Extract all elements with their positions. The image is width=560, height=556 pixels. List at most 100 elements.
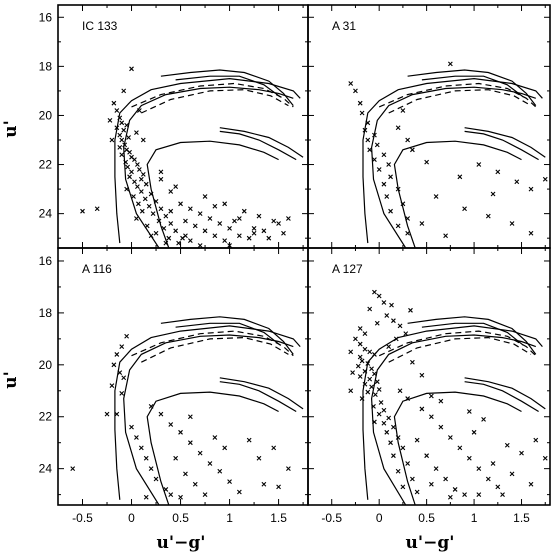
data-point-stroke: [447, 494, 453, 500]
data-point-stroke: [405, 461, 411, 466]
data-point: [509, 471, 515, 477]
data-point-stroke: [261, 481, 267, 487]
data-point-stroke: [542, 176, 548, 182]
data-point: [168, 422, 174, 427]
data-point: [119, 137, 125, 143]
data-point-stroke: [129, 424, 134, 430]
data-point: [419, 406, 425, 412]
data-point-stroke: [124, 122, 130, 128]
data-point: [395, 468, 401, 474]
data-point-stroke: [146, 203, 152, 209]
data-point-stroke: [408, 307, 413, 313]
track-solid-main: [114, 77, 301, 244]
data-point-stroke: [400, 108, 406, 113]
data-point: [192, 481, 198, 487]
panel-plot-area: [348, 289, 548, 505]
data-point: [187, 238, 193, 244]
panel-plot-area: [80, 66, 304, 248]
data-point: [362, 127, 368, 133]
data-point: [362, 331, 368, 337]
data-point-stroke: [111, 100, 117, 106]
data-point-stroke: [405, 216, 411, 221]
track-solid-upper-2: [175, 322, 281, 346]
data-point: [197, 243, 203, 248]
data-point: [414, 489, 420, 495]
data-point-stroke: [481, 416, 486, 422]
data-point: [376, 411, 382, 417]
track-solid-upper-2: [175, 75, 281, 98]
data-point-stroke: [410, 147, 415, 153]
track-dashed-2: [388, 336, 532, 363]
data-point: [381, 407, 387, 413]
data-point-stroke: [121, 88, 127, 94]
data-point: [395, 435, 401, 440]
data-point: [457, 445, 463, 451]
data-point-stroke: [140, 137, 146, 143]
data-point: [384, 313, 390, 318]
data-point: [542, 455, 548, 461]
data-point-stroke: [490, 461, 496, 466]
data-point-stroke: [365, 137, 371, 143]
data-point-stroke: [388, 174, 393, 180]
x-tick-label: 0: [376, 511, 383, 525]
data-point-stroke: [381, 420, 387, 426]
data-point-stroke: [192, 223, 198, 229]
track-dashed-2: [388, 89, 532, 114]
data-point-stroke: [166, 235, 172, 241]
data-point: [391, 453, 396, 459]
data-point: [168, 492, 174, 498]
data-point: [178, 429, 183, 435]
data-point: [365, 389, 371, 395]
track-solid-inner: [123, 86, 294, 248]
data-point-stroke: [217, 468, 223, 474]
data-point: [372, 371, 377, 377]
track-solid-branch-2: [464, 381, 539, 413]
data-point: [509, 221, 515, 226]
data-point: [405, 137, 411, 143]
data-point-stroke: [391, 453, 396, 459]
data-point-stroke: [509, 221, 515, 226]
track-solid-upper-2: [421, 75, 524, 98]
data-point-stroke: [127, 149, 132, 155]
data-point-stroke: [121, 375, 127, 381]
data-point-stroke: [504, 442, 510, 448]
data-point-stroke: [212, 203, 218, 209]
data-point-stroke: [367, 306, 373, 312]
data-point-stroke: [372, 371, 377, 377]
data-point-stroke: [485, 213, 491, 219]
data-point-stroke: [495, 484, 501, 490]
y-tick-label: 24: [39, 462, 53, 476]
data-point-stroke: [395, 125, 401, 131]
data-point: [400, 484, 406, 490]
data-point-stroke: [119, 152, 125, 158]
data-point-stroke: [374, 142, 380, 148]
data-point: [107, 117, 113, 123]
data-point-stroke: [232, 218, 237, 224]
data-point: [348, 388, 354, 394]
data-point: [123, 159, 129, 165]
data-point: [428, 393, 434, 399]
data-point: [381, 181, 387, 187]
data-point-stroke: [367, 349, 373, 355]
data-point: [355, 363, 361, 369]
data-point: [158, 206, 164, 212]
data-point: [80, 208, 85, 214]
data-point: [408, 307, 413, 313]
data-point: [176, 240, 181, 246]
data-point-stroke: [117, 144, 123, 150]
data-point: [197, 211, 203, 217]
data-point: [395, 223, 401, 229]
data-point: [131, 194, 136, 199]
data-point: [94, 206, 100, 212]
track-dashed-2: [141, 89, 289, 114]
data-point: [490, 461, 496, 466]
panel-plot-area: [70, 316, 304, 505]
data-point-stroke: [400, 445, 406, 451]
track-solid-main: [114, 325, 301, 500]
panel-frame: [307, 247, 551, 506]
data-point-stroke: [178, 429, 183, 435]
data-point: [246, 235, 252, 241]
data-point: [447, 61, 453, 67]
data-point: [207, 216, 213, 221]
track-dashed-2: [141, 336, 289, 363]
